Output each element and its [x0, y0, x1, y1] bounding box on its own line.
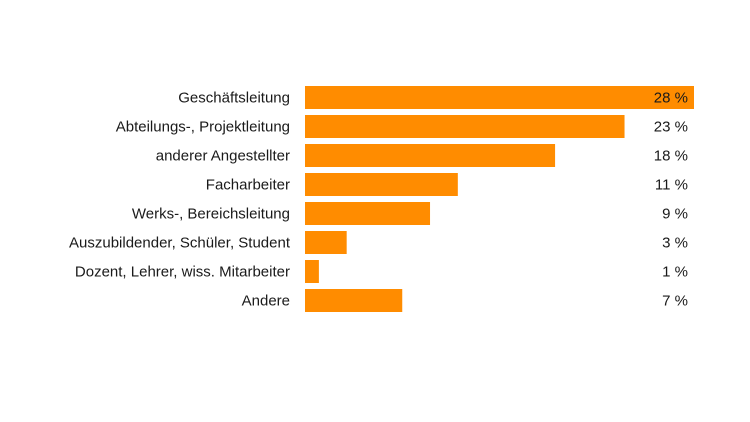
value-label: 1 % — [662, 264, 688, 281]
category-label: anderer Angestellter — [156, 148, 290, 165]
bar — [305, 231, 347, 254]
category-label: Andere — [242, 293, 290, 310]
value-label: 3 % — [662, 235, 688, 252]
category-label: Facharbeiter — [206, 177, 290, 194]
category-label: Werks-, Bereichsleitung — [132, 206, 290, 223]
bar — [305, 260, 319, 283]
value-label: 28 % — [654, 90, 688, 107]
bar — [305, 202, 431, 225]
category-label: Dozent, Lehrer, wiss. Mitarbeiter — [75, 264, 290, 281]
bar — [305, 289, 403, 312]
value-label: 11 % — [655, 177, 688, 194]
value-label: 23 % — [654, 119, 688, 136]
bar — [305, 144, 556, 167]
bar — [305, 115, 625, 138]
value-label: 18 % — [654, 148, 688, 165]
bar — [305, 173, 458, 196]
value-label: 7 % — [662, 293, 688, 310]
category-label: Auszubildender, Schüler, Student — [69, 235, 291, 252]
bar — [305, 86, 694, 109]
value-label: 9 % — [662, 206, 688, 223]
category-label: Geschäftsleitung — [178, 90, 290, 107]
category-label: Abteilungs-, Projektleitung — [116, 119, 290, 136]
